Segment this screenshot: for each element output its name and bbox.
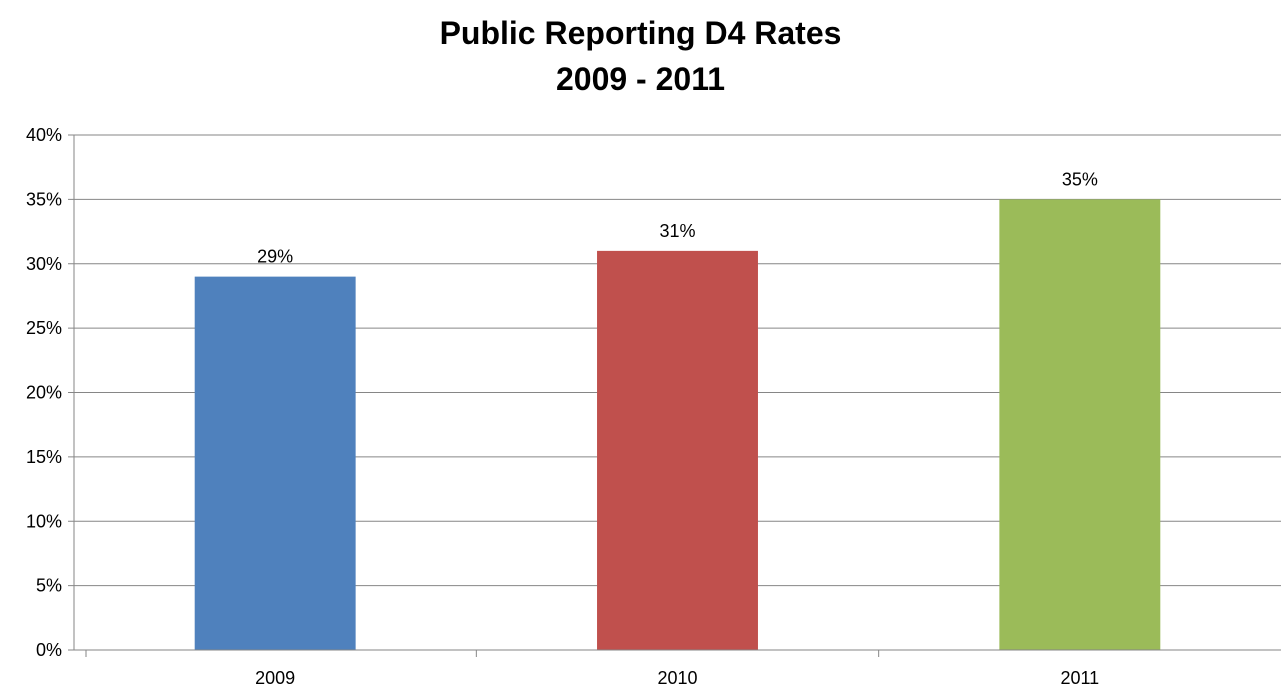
x-tick-label: 2009: [255, 668, 295, 688]
data-label: 29%: [257, 247, 293, 267]
y-tick-label: 40%: [26, 125, 62, 145]
bar-2011: [999, 199, 1161, 650]
labels: 0% 5% 10% 15% 20% 25% 30% 35% 40% 29% 2009 31% 2010 3…: [26, 125, 1099, 688]
data-label: 31%: [659, 221, 695, 241]
y-tick-label: 10%: [26, 511, 62, 531]
y-tick-label: 25%: [26, 318, 62, 338]
bar-2010: [597, 250, 758, 650]
y-tick-label: 20%: [26, 383, 62, 403]
chart-title-block: Public Reporting D4 Rates 2009 - 2011: [0, 10, 1281, 102]
y-tick-label: 0%: [36, 640, 62, 660]
axes: [68, 134, 1281, 657]
y-tick-label: 35%: [26, 189, 62, 209]
y-tick-label: 15%: [26, 447, 62, 467]
x-tick-label: 2010: [657, 668, 697, 688]
chart-title: Public Reporting D4 Rates: [439, 15, 842, 51]
bars: [194, 199, 1161, 650]
x-tick-label: 2011: [1060, 668, 1099, 688]
y-tick-label: 30%: [26, 254, 62, 274]
chart-subtitle: 2009 - 2011: [555, 61, 726, 97]
data-label: 35%: [1062, 169, 1098, 189]
y-tick-label: 5%: [36, 576, 62, 596]
bar-2009: [194, 276, 356, 650]
